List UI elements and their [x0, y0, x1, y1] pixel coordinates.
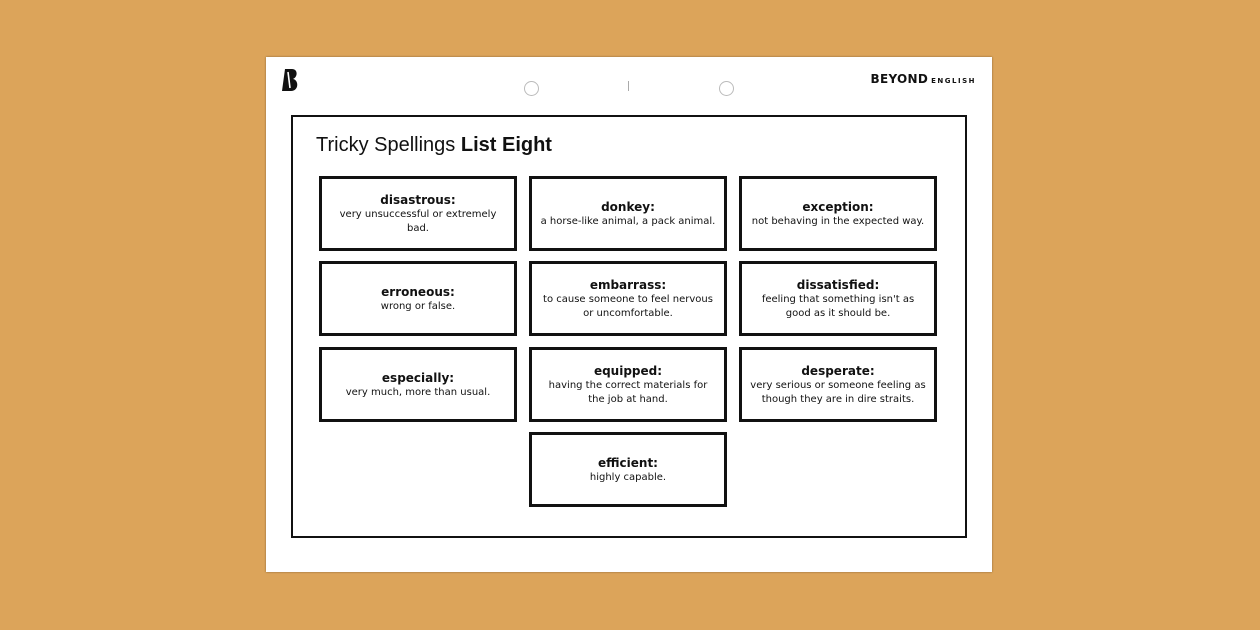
brand-name: BEYOND: [870, 72, 929, 86]
punch-hole: [719, 81, 734, 96]
card-word: exception:: [802, 199, 874, 214]
word-card: equipped: having the correct materials fo…: [529, 347, 727, 422]
card-word: desperate:: [801, 363, 875, 378]
word-card: exception: not behaving in the expected w…: [739, 176, 937, 251]
card-definition: very much, more than usual.: [345, 386, 491, 398]
center-mark: [628, 81, 629, 91]
card-definition: highly capable.: [589, 471, 667, 483]
page-title: Tricky Spellings List Eight: [316, 134, 552, 157]
card-word: equipped:: [593, 363, 663, 378]
card-definition: to cause someone to feel nervous or unco…: [543, 293, 713, 319]
word-card: disastrous: very unsuccessful or extremel…: [319, 176, 517, 251]
word-card: desperate: very serious or someone feelin…: [739, 347, 937, 422]
card-word: dissatisfied:: [796, 277, 880, 292]
card-word: disastrous:: [380, 192, 456, 207]
brand-subtitle: ENGLISH: [931, 77, 976, 85]
word-card: embarrass: to cause someone to feel nervo…: [529, 261, 727, 336]
brand-logo: BEYOND ENGLISH: [871, 72, 976, 86]
content-frame: Tricky Spellings List Eight disastrous: v…: [291, 115, 967, 538]
card-word: especially:: [381, 370, 455, 385]
worksheet-page: BEYOND ENGLISH Tricky Spellings List Eigh…: [266, 57, 992, 572]
card-definition: very unsuccessful or extremely bad.: [339, 208, 497, 234]
word-card: especially: very much, more than usual.: [319, 347, 517, 422]
card-definition: a horse-like animal, a pack animal.: [540, 215, 716, 227]
word-card: donkey: a horse-like animal, a pack anima…: [529, 176, 727, 251]
card-definition: having the correct materials for the job…: [548, 379, 708, 405]
card-word: embarrass:: [589, 277, 667, 292]
card-word: efficient:: [598, 455, 658, 470]
card-word: donkey:: [601, 199, 655, 214]
title-bold: List Eight: [460, 134, 552, 156]
word-card: efficient: highly capable.: [529, 432, 727, 507]
card-word: erroneous:: [381, 284, 455, 299]
word-card: erroneous: wrong or false.: [319, 261, 517, 336]
title-regular: Tricky Spellings: [316, 134, 456, 156]
card-definition: very serious or someone feeling as thoug…: [750, 379, 926, 405]
word-card: dissatisfied: feeling that something isn'…: [739, 261, 937, 336]
card-definition: not behaving in the expected way.: [751, 215, 925, 227]
card-definition: wrong or false.: [380, 300, 456, 312]
beyond-logo-icon: [282, 69, 298, 91]
punch-hole: [524, 81, 539, 96]
card-definition: feeling that something isn't as good as …: [761, 293, 915, 319]
